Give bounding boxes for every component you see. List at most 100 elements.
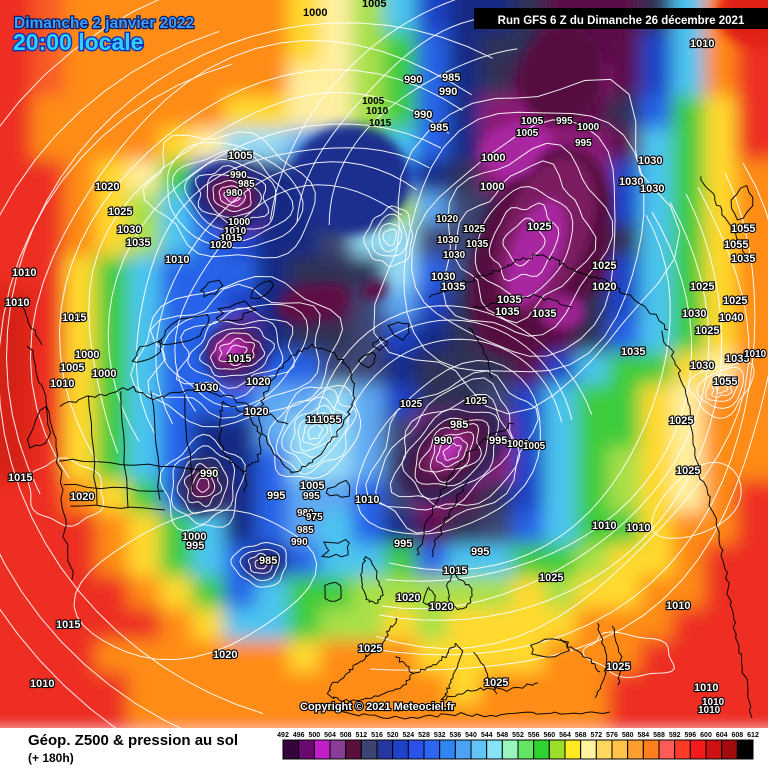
svg-text:1015: 1015 (8, 472, 32, 484)
svg-text:1015: 1015 (220, 233, 243, 244)
svg-text:Dimanche 2 janvier 2022: Dimanche 2 janvier 2022 (14, 15, 194, 32)
svg-text:1010: 1010 (690, 38, 714, 50)
svg-text:990: 990 (439, 86, 457, 98)
svg-text:995: 995 (394, 538, 412, 550)
svg-text:1010: 1010 (30, 678, 54, 690)
svg-text:980: 980 (226, 188, 243, 199)
svg-text:1015: 1015 (62, 312, 86, 324)
svg-text:1010: 1010 (702, 697, 725, 708)
svg-text:1020: 1020 (592, 281, 616, 293)
svg-text:596: 596 (684, 732, 696, 739)
svg-text:528: 528 (418, 732, 430, 739)
svg-text:1000: 1000 (480, 181, 504, 193)
svg-text:1000: 1000 (182, 531, 206, 543)
svg-text:1035: 1035 (441, 281, 465, 293)
svg-text:1025: 1025 (527, 221, 551, 233)
svg-text:1025: 1025 (669, 415, 693, 427)
svg-text:1010: 1010 (694, 682, 718, 694)
svg-text:1025: 1025 (676, 465, 700, 477)
svg-text:548: 548 (496, 732, 508, 739)
svg-text:990: 990 (291, 537, 308, 548)
svg-text:1020: 1020 (95, 181, 119, 193)
svg-text:1055: 1055 (731, 223, 755, 235)
svg-text:995: 995 (186, 540, 204, 552)
svg-text:1025: 1025 (463, 224, 486, 235)
svg-text:1035: 1035 (466, 239, 489, 250)
svg-text:1020: 1020 (246, 376, 270, 388)
svg-text:1035: 1035 (731, 253, 755, 265)
svg-text:512: 512 (355, 732, 367, 739)
svg-text:1010: 1010 (744, 349, 767, 360)
svg-text:496: 496 (293, 732, 305, 739)
svg-text:985: 985 (238, 179, 255, 190)
svg-text:1005: 1005 (362, 96, 385, 107)
svg-text:990: 990 (404, 74, 422, 86)
svg-text:980: 980 (297, 508, 314, 519)
svg-text:1010: 1010 (592, 520, 616, 532)
svg-text:1025: 1025 (400, 399, 423, 410)
svg-text:552: 552 (512, 732, 524, 739)
svg-text:1030: 1030 (431, 271, 455, 283)
svg-text:Copyright © 2021 Meteociel.fr: Copyright © 2021 Meteociel.fr (300, 701, 456, 713)
svg-text:1020: 1020 (210, 240, 233, 251)
svg-text:990: 990 (434, 435, 452, 447)
svg-text:995: 995 (556, 116, 573, 127)
svg-text:1035: 1035 (725, 353, 749, 365)
svg-text:1010: 1010 (50, 378, 74, 390)
svg-text:990: 990 (230, 170, 247, 181)
svg-text:1000: 1000 (75, 349, 99, 361)
svg-text:516: 516 (371, 732, 383, 739)
svg-text:608: 608 (731, 732, 743, 739)
svg-text:1010: 1010 (626, 522, 650, 534)
svg-text:985: 985 (450, 419, 468, 431)
svg-text:1040: 1040 (719, 312, 743, 324)
svg-text:1020: 1020 (429, 601, 453, 613)
svg-text:560: 560 (543, 732, 555, 739)
svg-text:1005: 1005 (523, 441, 546, 452)
svg-text:576: 576 (606, 732, 618, 739)
svg-text:1030: 1030 (437, 235, 460, 246)
svg-text:1025: 1025 (723, 295, 747, 307)
svg-text:995: 995 (489, 435, 507, 447)
svg-text:1005: 1005 (521, 116, 544, 127)
svg-text:540: 540 (465, 732, 477, 739)
svg-text:1020: 1020 (244, 406, 268, 418)
svg-text:1010: 1010 (165, 254, 189, 266)
svg-text:1015: 1015 (443, 565, 467, 577)
svg-text:1005: 1005 (60, 362, 84, 374)
svg-text:985: 985 (430, 122, 448, 134)
svg-text:985: 985 (442, 72, 460, 84)
svg-text:1010: 1010 (355, 494, 379, 506)
svg-text:1035: 1035 (126, 237, 150, 249)
svg-text:1010: 1010 (366, 106, 389, 117)
svg-text:1000: 1000 (577, 122, 600, 133)
svg-text:1015: 1015 (369, 118, 392, 129)
svg-text:504: 504 (324, 732, 336, 739)
svg-text:536: 536 (449, 732, 461, 739)
svg-text:1025: 1025 (606, 661, 630, 673)
svg-text:1015: 1015 (227, 353, 251, 365)
svg-text:1055: 1055 (724, 239, 748, 251)
svg-text:568: 568 (575, 732, 587, 739)
svg-text:985: 985 (297, 525, 314, 536)
svg-text:508: 508 (340, 732, 352, 739)
svg-text:1005: 1005 (516, 128, 539, 139)
svg-text:985: 985 (259, 555, 277, 567)
svg-text:1010: 1010 (224, 226, 247, 237)
svg-text:1035: 1035 (497, 294, 521, 306)
svg-text:1005: 1005 (300, 480, 324, 492)
svg-text:556: 556 (528, 732, 540, 739)
svg-text:1005: 1005 (228, 150, 252, 162)
svg-text:995: 995 (267, 490, 285, 502)
svg-text:1020: 1020 (70, 491, 94, 503)
svg-text:592: 592 (669, 732, 681, 739)
svg-text:(+ 180h): (+ 180h) (28, 751, 74, 765)
svg-text:975: 975 (306, 512, 323, 523)
svg-text:584: 584 (637, 732, 649, 739)
svg-text:990: 990 (200, 468, 218, 480)
svg-text:1020: 1020 (436, 214, 459, 225)
svg-text:995: 995 (575, 138, 592, 149)
svg-text:1025: 1025 (358, 643, 382, 655)
svg-text:1005: 1005 (362, 0, 386, 10)
svg-text:580: 580 (622, 732, 634, 739)
